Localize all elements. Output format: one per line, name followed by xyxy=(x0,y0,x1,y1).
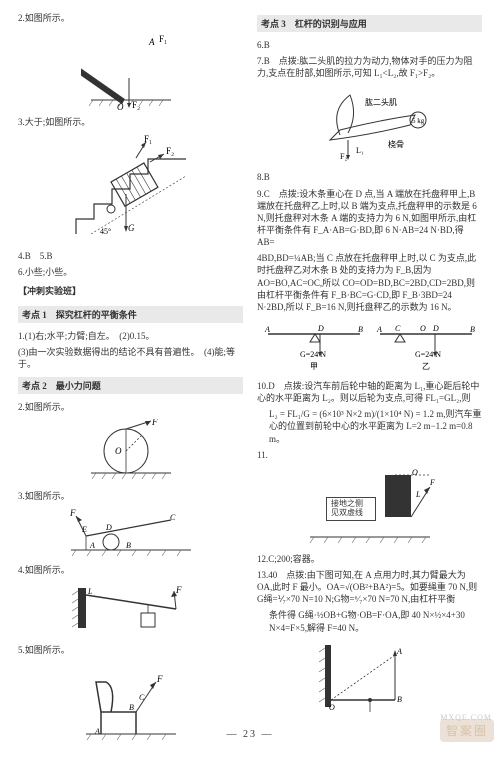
lbl-l1r: L₁ xyxy=(356,146,364,155)
fig-kd2-4: F L xyxy=(18,583,243,638)
q3-text: 3.大于;如图所示。 xyxy=(18,116,243,128)
fig-kd2-2: F O xyxy=(18,419,243,484)
f9-G1: G=24 N xyxy=(300,350,326,359)
f11-L: L xyxy=(415,490,421,499)
lbl-muscle: 肱二头肌 xyxy=(365,97,397,107)
page-container: 2.如图所示。 F₁ xyxy=(0,0,500,772)
lbl-f2r: F₂ xyxy=(340,152,347,161)
q4-text: 4.B 5.B xyxy=(18,250,243,262)
svg-text:D: D xyxy=(432,324,439,333)
kaodian-1: 考点 1 探究杠杆的平衡条件 xyxy=(18,306,243,323)
label-A: A xyxy=(148,37,155,47)
lbl-D: D xyxy=(105,523,112,532)
f9-cap2: 乙 xyxy=(422,362,430,371)
q4-ans: 4.B xyxy=(18,251,31,261)
q5-ans: 5.B xyxy=(40,251,53,261)
lbl-C: C xyxy=(170,513,176,522)
f13-O: O xyxy=(329,703,335,712)
kaodian-2: 考点 2 最小力问题 xyxy=(18,377,243,394)
f9-G2: G=24 N xyxy=(415,350,441,359)
watermark-logo: 智案圈 xyxy=(440,719,494,742)
lbl-F5: F xyxy=(156,674,163,684)
svg-text:L: L xyxy=(87,587,93,596)
lbl-A5: A xyxy=(94,727,100,736)
lbl-bone: 桡骨 xyxy=(388,139,404,149)
lbl-E: E xyxy=(81,525,87,534)
lbl-mass: 5 kg xyxy=(412,117,425,125)
right-column: 考点 3 杠杆的识别与应用 6.B 7.B 点拨:肱二头肌的拉力为动力,物体对手… xyxy=(257,12,482,744)
r-q6: 6.B xyxy=(257,39,482,51)
r-q11: 11. xyxy=(257,449,482,461)
f9-A: A xyxy=(264,325,270,334)
q6-text: 6.小些;小些。 xyxy=(18,266,243,278)
lbl-C5: C xyxy=(139,693,145,702)
r-q12: 12.C;200;容器。 xyxy=(257,553,482,565)
f11-O: O xyxy=(412,468,418,477)
kd1-line1: 1.(1)右;水平;力臂;自左。 (2)0.15。 xyxy=(18,330,243,342)
r-q8: 8.B xyxy=(257,171,482,183)
label-O: O xyxy=(117,102,124,110)
kd2-q5: 5.如图所示。 xyxy=(18,644,243,656)
f11-F: F xyxy=(429,478,435,487)
fig-r13: O A B xyxy=(257,640,482,715)
kd2-q4: 4.如图所示。 xyxy=(18,564,243,576)
r-q7: 7.B 点拨:肱二头肌的拉力为动力,物体对手的压力为阻力,支点在肘部,如图所示,… xyxy=(257,55,482,79)
label-45: 45° xyxy=(100,227,111,236)
label-F2b: F₂ xyxy=(166,146,174,156)
page-number: — 23 — xyxy=(227,729,274,740)
left-column: 2.如图所示。 F₁ xyxy=(18,12,243,744)
lbl-B5: B xyxy=(129,703,134,712)
fig-q3: F₁ F₂ G 45° xyxy=(18,134,243,244)
label-F1b: F₁ xyxy=(144,134,152,144)
r-q10a: 10.D 点拨:设汽车前后轮中轴的距离为 L₁,重心距后轮中心的水平距离为 L₂… xyxy=(257,380,482,404)
r-q13a: 13.40 点拨:由下图可知,在 A 点用力时,其力臂最大为 OA,此时 F 最… xyxy=(257,569,482,605)
kd2-q3: 3.如图所示。 xyxy=(18,490,243,502)
f13-B: B xyxy=(397,695,402,704)
f9-C: C xyxy=(395,324,401,333)
label-F1: F₁ xyxy=(159,34,167,44)
label-Gb: G xyxy=(128,223,135,233)
r-q13b: 条件得 G绳·½OB+G物·OB=F·OA,即 40 N×½×4+30 N×4=… xyxy=(257,609,482,633)
fig-r7: 5 kg 肱二头肌 桡骨 F₂ L₁ xyxy=(257,85,482,165)
chongci-heading: 【冲刺实验班】 xyxy=(18,285,243,297)
lbl-F3: F xyxy=(69,508,76,518)
r-q9b: 4BD,BD=¼AB;当 C 点放在托盘秤甲上时,以 C 为支点,此时托盘秤乙对… xyxy=(257,252,482,313)
r-q10b: L₂ = FL₁/G = (6×10³ N×2 m)/(1×10⁴ N) = 1… xyxy=(257,408,482,444)
fig-kd2-3: F E D C A B xyxy=(18,508,243,558)
fig11-box: 接地之侧见双虚线 xyxy=(326,497,376,521)
fig-r9: A B D G=24 N 甲 A C O D B G=24 N 乙 xyxy=(257,319,482,374)
fig-r11: 接地之侧见双虚线 O L F xyxy=(257,467,482,547)
lbl-O: O xyxy=(115,446,122,456)
f9-O: O xyxy=(420,324,426,333)
f9-B: B xyxy=(358,325,363,334)
r-q9a: 9.C 点拨:设木条重心在 D 点,当 A 端放在托盘秤甲上,B 端放在托盘秤乙… xyxy=(257,188,482,249)
lbl-F: F xyxy=(151,419,158,427)
kd1-line3: (3)由一次实验数据得出的结论不具有普遍性。 (4)能;等于。 xyxy=(18,346,243,370)
f9-D: D xyxy=(317,324,324,333)
kaodian-3: 考点 3 杠杆的识别与应用 xyxy=(257,15,482,32)
kd2-q2: 2.如图所示。 xyxy=(18,401,243,413)
label-F2: F₂ xyxy=(132,100,140,110)
fig-q2: F₁ A O F₂ xyxy=(18,30,243,110)
svg-text:A: A xyxy=(376,325,382,334)
lbl-B3: B xyxy=(126,541,131,550)
f13-A: A xyxy=(396,647,402,656)
lbl-A3: A xyxy=(89,541,95,550)
q2-text: 2.如图所示。 xyxy=(18,12,243,24)
f9-cap1: 甲 xyxy=(310,362,318,371)
lbl-F4: F xyxy=(175,585,182,595)
svg-text:B: B xyxy=(470,325,475,334)
fig-kd2-5: F C B A xyxy=(18,662,243,742)
